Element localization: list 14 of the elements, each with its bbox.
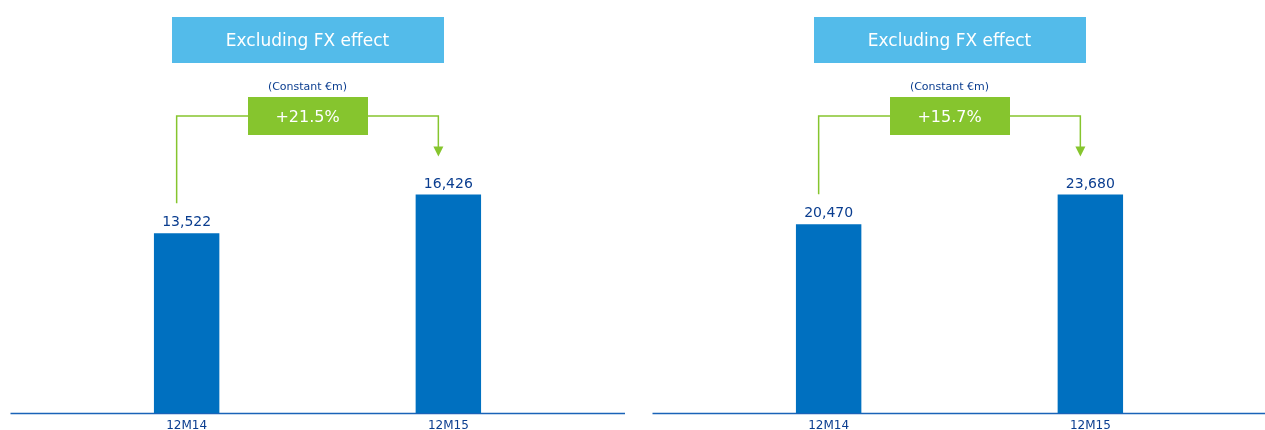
data-label: 13,522 bbox=[162, 213, 212, 230]
data-label: 20,470 bbox=[804, 204, 854, 221]
data-label: 16,426 bbox=[423, 174, 473, 191]
data-label: 23,680 bbox=[1065, 174, 1115, 191]
x-tick-label: 12M15 bbox=[1069, 417, 1111, 430]
x-tick-label: 12M15 bbox=[427, 417, 469, 430]
x-tick-label: 12M14 bbox=[166, 417, 208, 430]
chart-subtitle: (Constant €m) bbox=[266, 80, 349, 93]
chart-title: Excluding FX effect bbox=[813, 17, 1086, 63]
chart-subtitle: (Constant €m) bbox=[908, 80, 991, 93]
text: +21.5% bbox=[247, 97, 368, 135]
x-tick-label: 12M14 bbox=[808, 417, 850, 430]
chart-title: Excluding FX effect bbox=[171, 17, 444, 63]
text: +15.7% bbox=[889, 97, 1010, 135]
